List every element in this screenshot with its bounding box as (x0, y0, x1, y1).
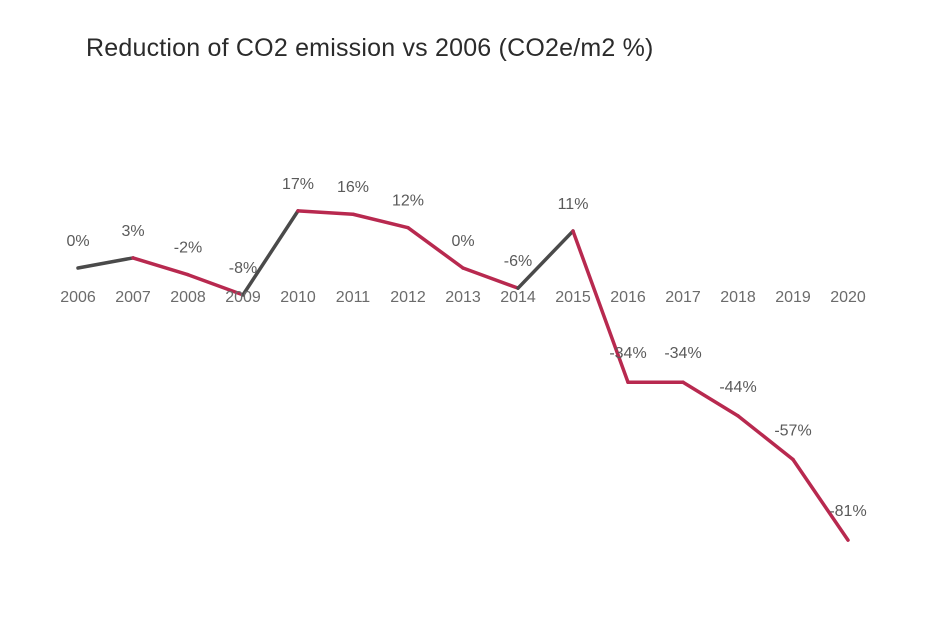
data-label: 17% (282, 176, 314, 193)
line-segment-2014-2015 (516, 229, 575, 290)
x-axis-ticks: 2006 2007 2008 2009 2010 2011 2012 2013 2014 2015… (60, 289, 866, 306)
chart-title: Reduction of CO2 emission vs 2006 (CO2e/… (86, 34, 654, 62)
x-tick-label: 2011 (336, 289, 371, 306)
data-label: -34% (609, 345, 646, 362)
x-tick-label: 2017 (665, 289, 701, 306)
line-segment-2008-2009 (186, 272, 245, 297)
data-label: -2% (174, 240, 202, 257)
x-tick-label: 2010 (280, 289, 316, 306)
x-tick-label: 2012 (390, 289, 426, 306)
x-tick-label: 2020 (830, 289, 866, 306)
x-tick-label: 2009 (225, 289, 261, 306)
data-label: -57% (774, 423, 811, 440)
data-label: -34% (664, 345, 701, 362)
x-tick-label: 2007 (115, 289, 151, 306)
data-label: 0% (451, 233, 474, 250)
data-label: -6% (504, 253, 532, 270)
line-segment-2018-2019 (736, 414, 795, 462)
line-segment-2015-2016 (571, 229, 630, 384)
line-segment-2007-2008 (131, 256, 190, 277)
line-segment-2019-2020 (791, 457, 850, 542)
x-tick-label: 2006 (60, 289, 96, 306)
line-segment-2017-2018 (681, 380, 740, 418)
data-label: -8% (229, 260, 257, 277)
series-line (76, 209, 850, 542)
data-label: 16% (337, 179, 369, 196)
line-segment-2009-2010 (241, 209, 300, 297)
data-label: 0% (66, 233, 89, 250)
data-label: -44% (719, 379, 756, 396)
x-tick-label: 2015 (555, 289, 591, 306)
data-label: 11% (558, 196, 589, 213)
x-tick-label: 2013 (445, 289, 481, 306)
data-label: 3% (121, 223, 144, 240)
x-tick-label: 2018 (720, 289, 756, 306)
line-segment-2013-2014 (461, 266, 520, 290)
line-segment-2012-2013 (406, 225, 465, 270)
x-tick-label: 2019 (775, 289, 811, 306)
data-label: 12% (392, 193, 424, 210)
data-labels: 0% 3% -2% -8% 17% 16% 12% 0% -6% 11% -34% -34% -44% -… (66, 176, 866, 520)
line-segment-2006-2007 (76, 256, 135, 270)
data-label: -81% (829, 503, 866, 520)
x-tick-label: 2008 (170, 289, 206, 306)
x-tick-label: 2014 (500, 289, 536, 306)
line-segment-2010-2011 (296, 209, 355, 216)
x-tick-label: 2016 (610, 289, 646, 306)
line-segment-2011-2012 (351, 212, 410, 230)
